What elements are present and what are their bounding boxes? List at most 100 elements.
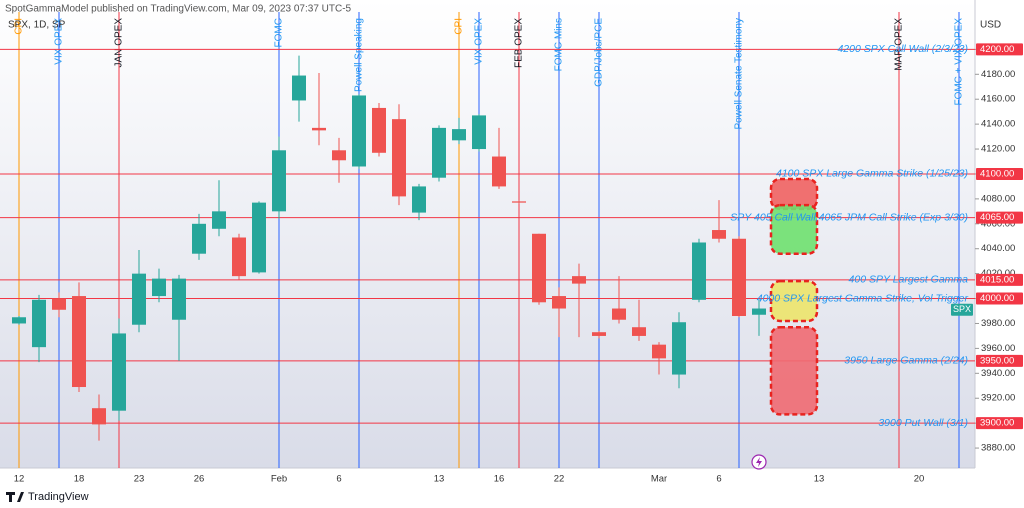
x-tick-label: 22 [554,474,565,485]
x-tick-label: 13 [434,474,445,485]
level-tag: 4200.00 [980,44,1014,55]
event-label: JAN OPEX [114,18,125,68]
event-label: CPI [14,18,25,35]
level-tag-bg [976,417,1023,430]
event-label: Powell Speaking [354,18,365,92]
event-label: VIX OPEX [474,18,485,65]
level-text: 3900 Put Wall (3/1) [878,417,968,429]
candle-body [452,129,466,141]
candle-body [132,273,146,325]
x-tick-label: 18 [74,474,85,485]
chart-background [0,0,975,468]
candle-body [672,322,686,375]
icon-bolt[interactable] [756,457,762,467]
candle-body [472,115,486,150]
event-label: CPI [454,18,465,35]
level-text: 4000 SPX Largest Gamma Strike, Vol Trigg… [757,292,969,304]
candle-body [372,107,386,153]
candle-body [652,344,666,359]
y-tick-label: 4040.00 [981,243,1015,254]
candle-body [112,333,126,411]
candle-body [52,298,66,310]
x-tick-label: 12 [14,474,25,485]
level-tag: 4015.00 [980,274,1014,285]
level-text: 3950 Large Gamma (2/24) [844,355,968,367]
candle-body [552,296,566,309]
y-tick-label: 3920.00 [981,393,1015,404]
last-price-name: SPX [953,304,971,314]
level-tag-bg [976,167,1023,180]
candle-body [632,327,646,336]
y-tick-label: 3880.00 [981,443,1015,454]
event-label: FOMC Mins [554,18,565,71]
candle-body [272,150,286,212]
event-label: FOMC + VIX OPEX [954,18,965,106]
y-tick-label: 4060.00 [981,218,1015,229]
y-tick-label: 4180.00 [981,69,1015,80]
gamma-zone [769,279,819,323]
candle-body [712,230,726,239]
event-label: VIX OPEX [54,18,65,65]
candle-body [612,308,626,320]
level-tag-bg [976,273,1023,286]
last-price-bg [951,303,973,316]
symbol-text: SPX, 1D, SP [8,20,66,31]
logo-mark [6,492,24,502]
level-tag: 4100.00 [980,168,1014,179]
event-label: GDP/Jobs/PCE [594,18,605,87]
lightning-icon[interactable] [751,454,767,470]
publisher-text: SpotGammaModel published on TradingView.… [5,4,352,15]
time-axis-background [0,468,975,508]
x-tick-label: 20 [914,474,925,485]
x-tick-label: 6 [336,474,341,485]
candle-body [232,237,246,277]
y-tick-label: 4080.00 [981,193,1015,204]
event-label: Powell Senate Testimony [734,18,745,130]
x-tick-label: 6 [716,474,721,485]
footer-brand: TradingView [28,491,89,503]
candle-body [332,150,346,161]
x-tick-label: 13 [814,474,825,485]
candle-body [192,223,206,254]
level-tag-bg [976,43,1023,56]
candle-body [352,95,366,167]
x-tick-label: Mar [651,474,667,485]
candle-body [152,278,166,297]
level-text: 4200 SPX Call Wall (2/3/23) [837,43,968,55]
candle-body [732,238,746,316]
y-tick-label: 4020.00 [981,268,1015,279]
candle-body [172,278,186,320]
level-text: SPY 405 Call Wall,4065 JPM Call Strike (… [730,211,968,223]
gamma-zone [769,325,819,416]
y-tick-label: 4120.00 [981,144,1015,155]
currency-label: USD [980,20,1001,31]
y-tick-label: 3960.00 [981,343,1015,354]
candle-body [212,211,226,229]
event-label: FOMC [274,18,285,47]
candle-body [492,156,506,187]
level-text: 400 SPY Largest Gamma [849,274,969,286]
candle-body [412,186,426,213]
level-tag: 4065.00 [980,212,1014,223]
candle-body [752,308,766,315]
y-tick-label: 3980.00 [981,318,1015,329]
event-label: FEB OPEX [514,18,525,68]
level-tag: 3950.00 [980,355,1014,366]
candle-body [392,119,406,197]
y-tick-label: 4160.00 [981,94,1015,105]
event-label: MAR OPEX [894,18,905,71]
candle-body [532,233,546,303]
x-tick-label: 16 [494,474,505,485]
candle-body [692,242,706,300]
candle-body [252,202,266,273]
candle-body [32,299,46,348]
y-tick-label: 3940.00 [981,368,1015,379]
x-tick-label: Feb [271,474,287,485]
level-tag-bg [976,354,1023,367]
candle-body [512,201,526,203]
candle-body [312,127,326,131]
gamma-zone [769,203,819,255]
level-tag: 3900.00 [980,418,1014,429]
level-tag-bg [976,211,1023,224]
